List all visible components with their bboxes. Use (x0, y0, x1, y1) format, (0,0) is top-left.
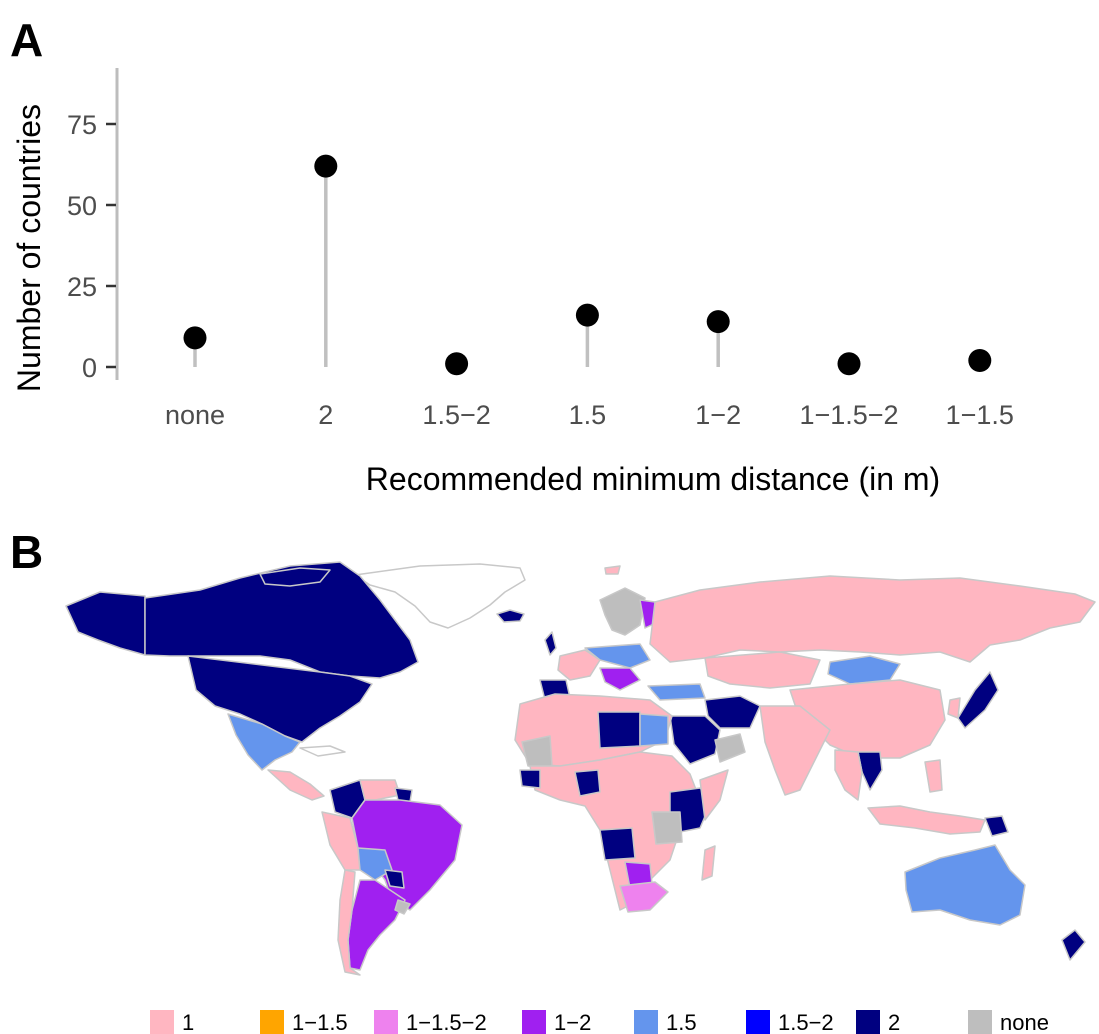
x-tick-label: 2 (318, 400, 333, 430)
data-point (837, 352, 861, 376)
y-tick-label: 0 (82, 353, 97, 383)
country-india (759, 705, 831, 796)
country-saudi (669, 715, 721, 765)
country-turkey (647, 683, 706, 701)
y-tick-label: 25 (67, 272, 97, 302)
legend-swatch (374, 1010, 398, 1034)
country-uk (544, 631, 557, 656)
country-arctic-islands (259, 567, 331, 587)
lollipop-chart: 0 25 50 75 none 2 1.5−2 1.5 1−2 1−1.5−2 1−1.5 Num… (11, 68, 1014, 497)
data-point (706, 310, 730, 334)
map-legend: 1 1−1.5 1−1.5−2 1−2 1.5 1.5−2 2 none (150, 1010, 1049, 1034)
legend-label: 1.5 (666, 1010, 697, 1034)
country-nigeria (574, 769, 601, 797)
country-svalbard (604, 565, 621, 575)
country-somalia (699, 769, 729, 821)
country-paraguay (384, 869, 405, 889)
x-tick-label: 1.5 (569, 400, 607, 430)
legend-swatch (260, 1010, 284, 1034)
country-iran (704, 695, 761, 729)
country-philippines (924, 759, 943, 793)
legend-swatch (746, 1010, 770, 1034)
country-alaska (65, 591, 146, 656)
points (183, 154, 992, 376)
country-png (984, 815, 1009, 837)
legend-label: 1−2 (554, 1010, 591, 1034)
x-tick-label: 1−1.5 (946, 400, 1014, 430)
legend-label: none (1000, 1010, 1049, 1034)
country-south-africa (619, 881, 669, 913)
y-tick-label: 75 (67, 110, 97, 140)
panel-b-label: B (10, 526, 43, 578)
data-point (968, 349, 992, 373)
y-tick-label: 50 (67, 191, 97, 221)
world-map (65, 561, 1096, 976)
country-angola (599, 827, 636, 861)
country-greenland (354, 563, 526, 629)
stems (193, 166, 982, 367)
data-point (575, 303, 599, 327)
country-central-america (267, 769, 325, 801)
panel-a-label: A (10, 14, 43, 66)
country-canada (144, 561, 419, 679)
country-libya (597, 711, 641, 749)
country-yemen-oman (714, 733, 746, 763)
country-indonesia (867, 805, 986, 835)
x-tick-label: 1−1.5−2 (799, 400, 898, 430)
country-japan (957, 671, 999, 729)
x-tick-label: none (165, 400, 225, 430)
country-australia (904, 844, 1026, 926)
legend-label: 1 (182, 1010, 194, 1034)
country-mexico (227, 713, 301, 771)
legend-swatch (522, 1010, 546, 1034)
legend-label: 1−1.5−2 (406, 1010, 487, 1034)
legend-swatch (150, 1010, 174, 1034)
country-central-asia (704, 651, 821, 689)
country-new-zealand (1061, 929, 1086, 961)
legend-label: 1−1.5 (292, 1010, 348, 1034)
legend-label: 1.5−2 (778, 1010, 834, 1034)
x-ticks: none 2 1.5−2 1.5 1−2 1−1.5−2 1−1.5 (165, 400, 1014, 430)
y-axis-title: Number of countries (11, 104, 47, 392)
x-axis-title: Recommended minimum distance (in m) (366, 461, 940, 497)
x-tick-label: 1.5−2 (422, 400, 490, 430)
country-italy-balkans (599, 667, 641, 691)
y-ticks: 0 25 50 75 (67, 110, 116, 383)
country-argentina (347, 879, 406, 971)
country-mongolia (827, 655, 901, 685)
data-point (314, 154, 338, 178)
x-tick-label: 1−2 (695, 400, 741, 430)
country-west-sahel (521, 735, 553, 767)
country-scandinavia (599, 587, 646, 636)
country-se-asia (834, 749, 863, 801)
country-russia (649, 575, 1096, 663)
data-point (183, 326, 207, 350)
legend-label: 2 (888, 1010, 900, 1034)
country-madagascar (701, 845, 716, 881)
country-west-africa-2 (519, 769, 541, 789)
country-uruguay (394, 899, 411, 915)
legend-swatch (968, 1010, 992, 1034)
country-chile (337, 869, 361, 976)
legend-swatch (634, 1010, 658, 1034)
country-europe-west (557, 649, 601, 681)
country-iceland (496, 609, 525, 623)
country-east-africa-none (651, 811, 683, 845)
country-usa (187, 655, 373, 743)
country-egypt (639, 713, 669, 747)
legend-swatch (856, 1010, 880, 1034)
country-korea (947, 697, 961, 719)
country-cuba (299, 745, 346, 757)
country-europe-central (584, 643, 651, 669)
country-venezuela (359, 779, 401, 801)
data-point (445, 352, 469, 376)
country-bolivia (357, 847, 393, 881)
